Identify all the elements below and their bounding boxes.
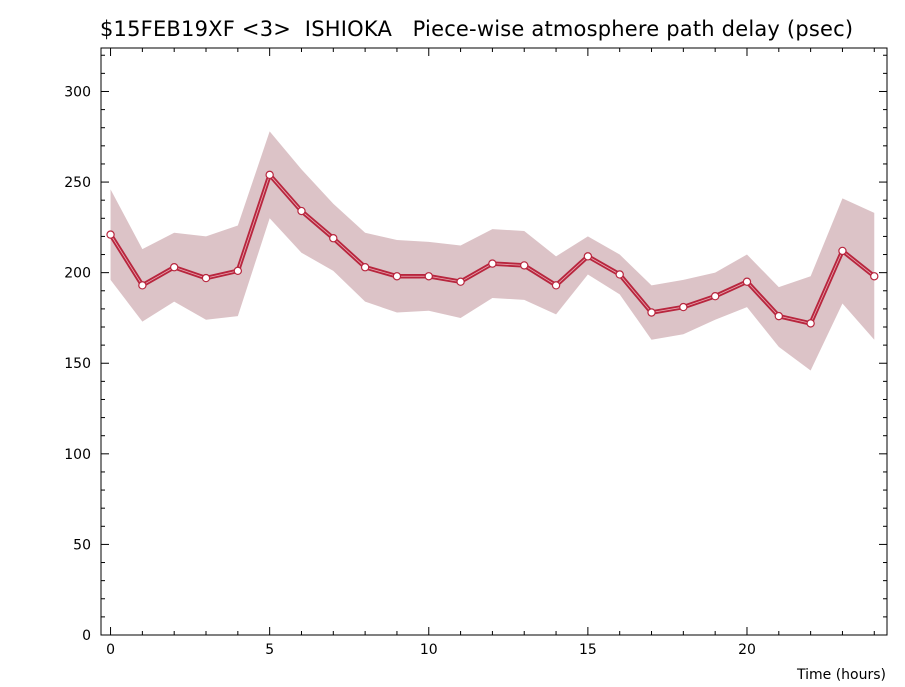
data-point	[551, 281, 561, 290]
axis-ticks	[101, 48, 887, 636]
data-point	[679, 302, 688, 312]
data-point	[265, 170, 274, 180]
data-point	[329, 234, 338, 243]
plot-frame	[100, 47, 888, 636]
data-point	[201, 273, 211, 283]
x-tick-label: 5	[265, 642, 274, 658]
data-point	[520, 261, 529, 270]
data-point	[647, 308, 656, 317]
data-point	[615, 270, 624, 279]
data-point	[838, 246, 847, 256]
y-tick-label: 50	[73, 537, 91, 553]
data-point	[583, 252, 593, 261]
x-tick-label: 20	[738, 642, 756, 658]
x-axis-label: Time (hours)	[796, 667, 886, 683]
data-point	[806, 319, 815, 328]
x-tick-label: 15	[579, 642, 597, 658]
data-point	[169, 263, 179, 272]
uncertainty-band	[110, 131, 875, 371]
data-point	[424, 272, 433, 281]
data-point	[138, 281, 147, 290]
y-tick-label: 100	[64, 447, 91, 463]
y-tick-label: 150	[64, 356, 91, 372]
data-point	[870, 272, 879, 281]
x-tick-label: 0	[106, 642, 115, 658]
x-tick-label: 10	[420, 642, 438, 658]
data-point	[106, 230, 115, 239]
y-tick-label: 200	[64, 266, 91, 282]
data-point	[456, 277, 465, 286]
data-point	[360, 263, 370, 272]
data-point	[233, 266, 243, 276]
y-tick-label: 0	[82, 628, 91, 644]
data-point	[392, 272, 402, 281]
data-point	[488, 259, 497, 268]
data-point	[710, 292, 720, 301]
chart-title: $15FEB19XF <3> ISHIOKA Piece-wise atmosp…	[100, 17, 854, 41]
uncertainty-band-layer	[110, 131, 875, 371]
y-tick-label: 250	[64, 175, 91, 191]
data-point	[742, 277, 752, 286]
data-point	[297, 206, 306, 216]
data-point-layer	[106, 170, 879, 328]
y-tick-label: 300	[64, 84, 91, 100]
data-point	[774, 311, 784, 321]
